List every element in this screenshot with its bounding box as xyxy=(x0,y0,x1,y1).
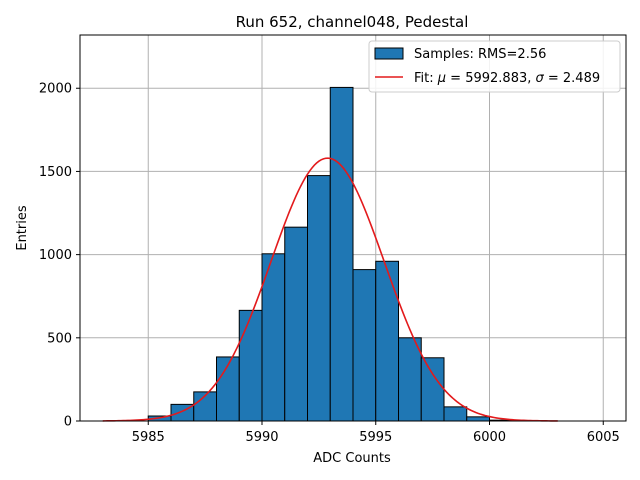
x-tick-label: 5985 xyxy=(132,430,165,445)
y-axis-ticks: 0 500 1000 1500 2000 xyxy=(39,82,80,430)
plot-frame xyxy=(79,34,627,422)
x-tick-label: 5990 xyxy=(245,430,278,445)
histogram-bar xyxy=(375,260,399,422)
histogram-bar xyxy=(443,406,468,422)
y-tick-label: 1500 xyxy=(39,165,72,180)
histogram-bar xyxy=(307,175,331,422)
histogram-bar xyxy=(238,309,263,422)
histogram-bar xyxy=(284,226,308,422)
histogram-bar xyxy=(420,357,445,422)
y-tick-label: 0 xyxy=(64,415,72,430)
y-tick-label: 500 xyxy=(47,331,72,346)
legend: Samples: RMS=2.56 Fit: μ = 5992.883, σ =… xyxy=(368,40,621,93)
histogram-bar xyxy=(352,269,377,422)
x-axis-label: ADC Counts xyxy=(313,451,391,466)
legend-samples-label: Samples: RMS=2.56 xyxy=(414,47,546,62)
histogram-bar xyxy=(329,86,354,422)
legend-box xyxy=(368,40,621,93)
legend-fit-label: Fit: μ = 5992.883, σ = 2.489 xyxy=(414,71,600,86)
chart-title: Run 652, channel048, Pedestal xyxy=(236,13,469,31)
legend-samples-swatch xyxy=(374,47,404,60)
x-tick-label: 6000 xyxy=(473,430,506,445)
histogram-bar xyxy=(398,337,422,422)
histogram-bar xyxy=(466,416,490,422)
fit-curve xyxy=(102,157,558,422)
x-axis-ticks: 5985 5990 5995 6000 6005 xyxy=(132,421,620,445)
y-tick-label: 1000 xyxy=(39,248,72,263)
y-tick-label: 2000 xyxy=(39,82,72,97)
x-tick-label: 6005 xyxy=(587,430,620,445)
x-tick-label: 5995 xyxy=(359,430,392,445)
y-axis-label: Entries xyxy=(15,205,30,251)
